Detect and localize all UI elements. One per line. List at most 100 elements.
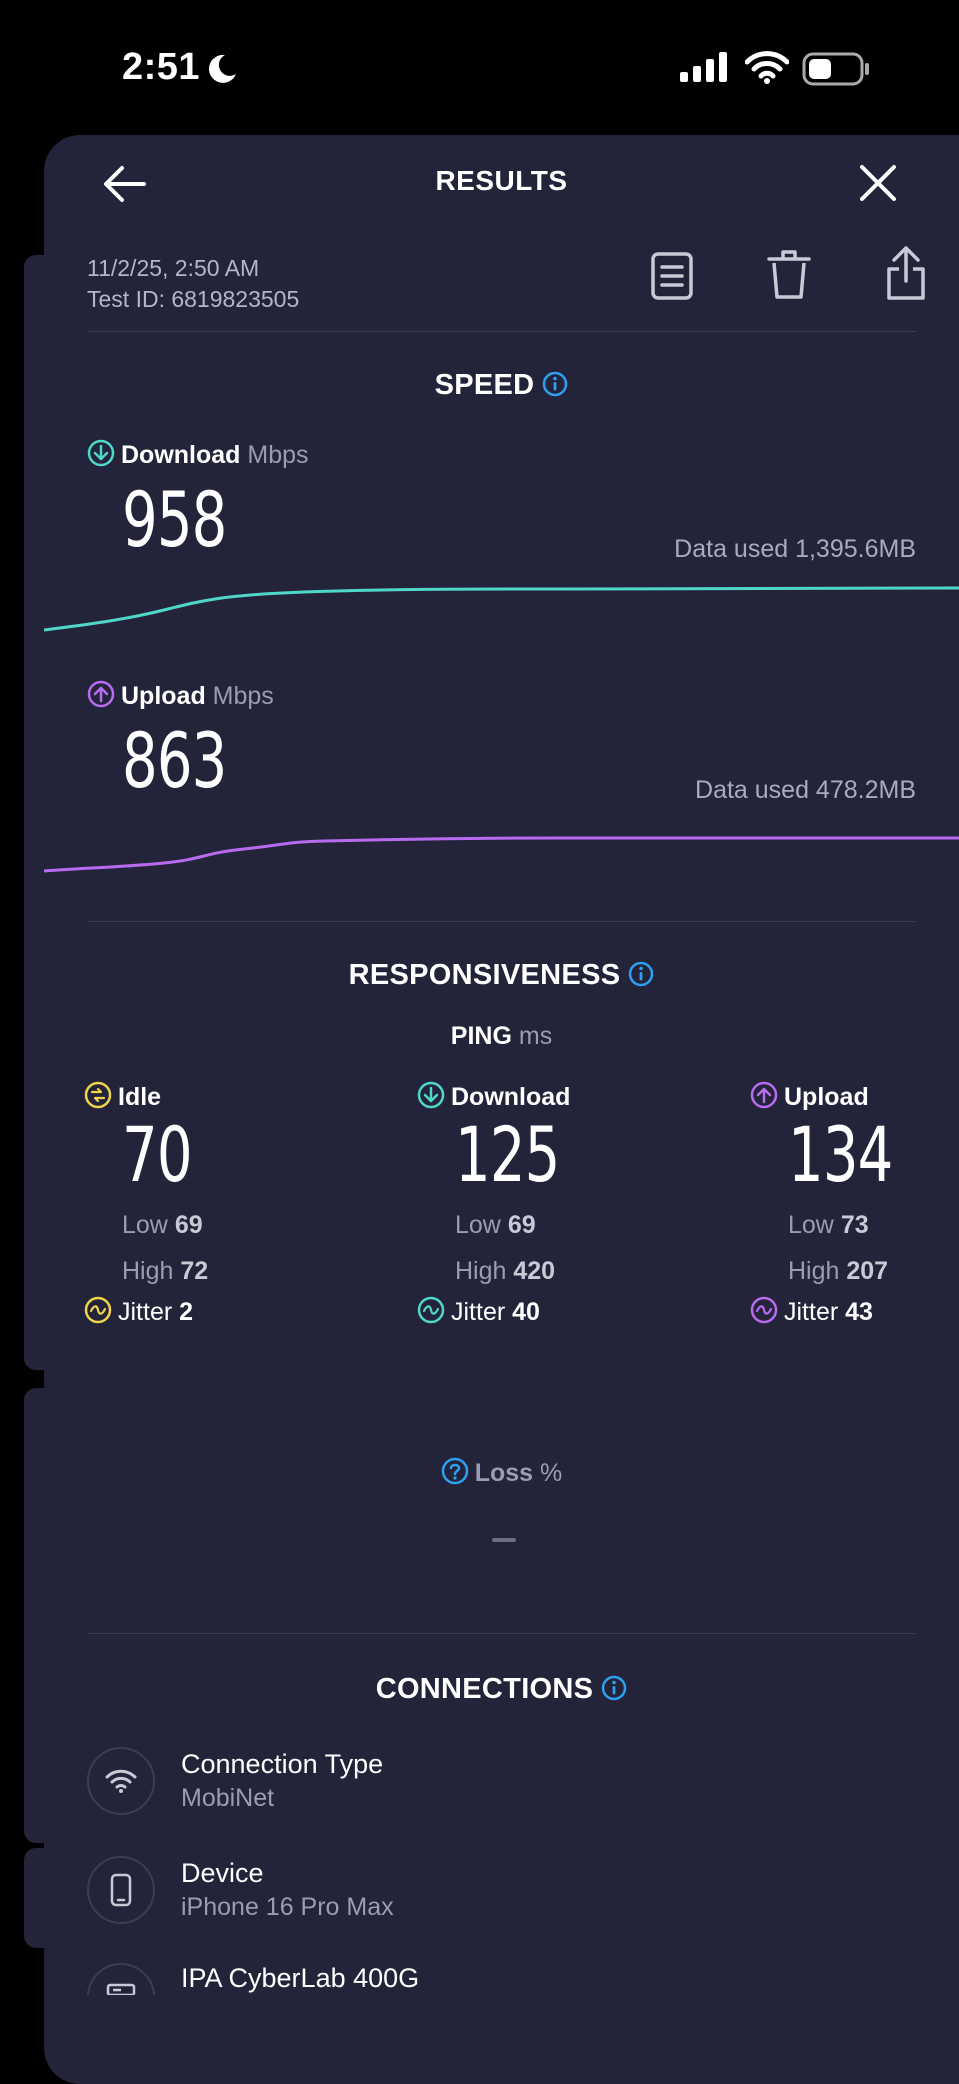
upload-label: Upload Mbps <box>87 680 274 711</box>
download-jitter: Jitter 40 <box>417 1296 657 1327</box>
help-icon[interactable] <box>441 1457 469 1485</box>
page-title: RESULTS <box>435 165 568 196</box>
download-ping-label: Download <box>417 1081 657 1112</box>
ping-label: PING <box>450 1022 512 1050</box>
jitter-icon <box>84 1296 112 1324</box>
download-low-label: Low <box>455 1211 501 1239</box>
download-label: Download Mbps <box>87 439 309 470</box>
device-value: iPhone 16 Pro Max <box>181 1893 394 1921</box>
loss-label-text: Loss <box>474 1459 534 1487</box>
idle-high-value: 72 <box>180 1257 209 1285</box>
ping-heading: PING ms <box>44 1022 959 1051</box>
download-high: High 420 <box>455 1248 657 1294</box>
upload-high-value: 207 <box>846 1257 889 1285</box>
idle-jitter-value: 2 <box>179 1298 194 1326</box>
wifi-icon <box>105 1769 137 1793</box>
idle-ping-value: 70 <box>122 1110 193 1199</box>
connection-item-device[interactable]: Device iPhone 16 Pro Max <box>87 1856 394 1924</box>
phone-icon <box>110 1873 132 1907</box>
download-jitter-label: Jitter <box>451 1298 506 1326</box>
results-sheet: RESULTS 11/2/25, 2:50 AM Test ID: 681982… <box>44 135 959 2084</box>
connection-item-type[interactable]: Connection Type MobiNet <box>87 1747 383 1815</box>
loss-unit: % <box>540 1459 563 1487</box>
device-label: Device <box>181 1858 264 1888</box>
download-speed-graph <box>44 586 959 632</box>
connection-type-value: MobiNet <box>181 1784 275 1812</box>
idle-jitter: Jitter 2 <box>84 1296 324 1327</box>
upload-ping-value: 134 <box>788 1110 893 1199</box>
server-icon <box>106 1983 136 1995</box>
ping-unit: ms <box>518 1022 553 1050</box>
upload-ping-label-text: Upload <box>784 1083 869 1111</box>
idle-jitter-label: Jitter <box>118 1298 173 1326</box>
upload-speed-value: 863 <box>122 716 227 805</box>
download-arrow-icon <box>87 439 115 467</box>
cellular-signal-icon <box>680 52 727 82</box>
upload-arrow-icon <box>87 680 115 708</box>
download-label-text: Download <box>121 441 241 469</box>
server-icon-wrap <box>87 1963 155 1995</box>
moon-icon <box>208 54 236 83</box>
download-data-used: Data used 1,395.6MB <box>674 535 916 563</box>
upload-unit: Mbps <box>212 682 274 710</box>
upload-label-text: Upload <box>121 682 206 710</box>
battery-icon <box>802 52 869 86</box>
ping-column-download: Download 125 Low 69 High 420 Jitter 40 <box>417 1081 657 1327</box>
info-icon[interactable] <box>628 961 654 987</box>
status-time: 2:51 <box>122 46 201 88</box>
download-arrow-icon <box>417 1081 445 1109</box>
device-icon-wrap <box>87 1856 155 1924</box>
download-ping-label-text: Download <box>451 1083 571 1111</box>
connection-item-server[interactable]: IPA CyberLab 400G <box>87 1963 419 1995</box>
upload-low-label: Low <box>788 1211 834 1239</box>
responsiveness-section-title: RESPONSIVENESS <box>44 959 959 992</box>
jitter-icon <box>750 1296 778 1324</box>
close-icon[interactable] <box>858 163 898 203</box>
document-icon[interactable] <box>650 251 694 301</box>
upload-jitter-value: 43 <box>845 1298 873 1326</box>
status-bar: 2:51 <box>0 0 959 135</box>
idle-high-label: High <box>122 1257 174 1285</box>
loss-value-placeholder <box>492 1538 516 1542</box>
speed-title-text: SPEED <box>434 369 535 401</box>
test-date: 11/2/25, 2:50 AM <box>87 255 260 281</box>
wifi-status-icon <box>745 51 789 84</box>
upload-ping-label: Upload <box>750 1081 959 1112</box>
upload-low: Low 73 <box>788 1202 959 1248</box>
info-icon[interactable] <box>542 371 568 397</box>
connections-title-text: CONNECTIONS <box>375 1673 594 1705</box>
download-unit: Mbps <box>247 441 309 469</box>
idle-high: High 72 <box>122 1248 324 1294</box>
trash-icon[interactable] <box>766 247 812 301</box>
download-low-value: 69 <box>507 1211 536 1239</box>
idle-low-value: 69 <box>174 1211 203 1239</box>
test-meta: 11/2/25, 2:50 AM Test ID: 6819823505 <box>87 253 299 315</box>
download-ping-value: 125 <box>455 1110 560 1199</box>
idle-label-text: Idle <box>118 1083 162 1111</box>
download-high-value: 420 <box>513 1257 556 1285</box>
idle-label: Idle <box>84 1081 324 1112</box>
loss-label: Loss % <box>44 1457 959 1488</box>
connection-type-label: Connection Type <box>181 1749 384 1779</box>
upload-high: High 207 <box>788 1248 959 1294</box>
idle-low-label: Low <box>122 1211 168 1239</box>
upload-speed-graph <box>44 836 959 873</box>
upload-arrow-icon <box>750 1081 778 1109</box>
upload-high-label: High <box>788 1257 840 1285</box>
idle-icon <box>84 1081 112 1109</box>
upload-data-used: Data used 478.2MB <box>695 776 916 804</box>
upload-low-value: 73 <box>840 1211 869 1239</box>
server-label: IPA CyberLab 400G <box>181 1963 420 1993</box>
connections-section-title: CONNECTIONS <box>44 1673 959 1706</box>
jitter-icon <box>417 1296 445 1324</box>
back-arrow-icon[interactable] <box>100 160 148 208</box>
download-jitter-value: 40 <box>512 1298 540 1326</box>
divider <box>87 1633 916 1634</box>
download-high-label: High <box>455 1257 507 1285</box>
download-speed-value: 958 <box>122 475 227 564</box>
info-icon[interactable] <box>601 1675 627 1701</box>
upload-jitter: Jitter 43 <box>750 1296 959 1327</box>
share-icon[interactable] <box>886 245 926 301</box>
speed-section-title: SPEED <box>44 369 959 402</box>
idle-low: Low 69 <box>122 1202 324 1248</box>
